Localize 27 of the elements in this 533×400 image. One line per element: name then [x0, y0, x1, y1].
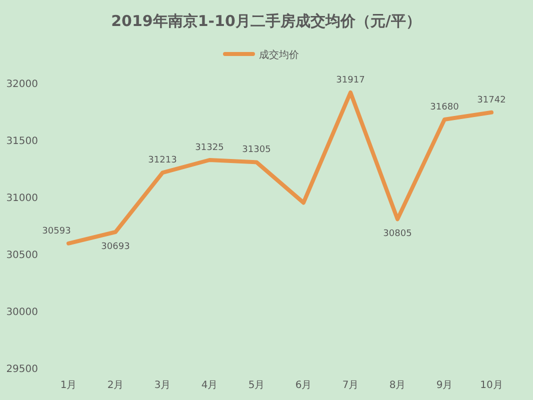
data-label: 31325 [195, 142, 224, 153]
x-tick-label: 6月 [295, 380, 312, 391]
y-tick-label: 29500 [6, 364, 38, 375]
data-label: 31917 [336, 75, 365, 86]
y-tick-label: 32000 [6, 79, 38, 90]
x-tick-label: 7月 [342, 380, 359, 391]
data-label: 30805 [383, 229, 412, 240]
x-tick-label: 10月 [480, 380, 503, 391]
data-label: 30693 [101, 242, 130, 252]
x-tick-label: 4月 [201, 380, 218, 391]
x-tick-label: 1月 [60, 380, 77, 391]
y-tick-label: 30500 [6, 250, 38, 261]
y-tick-label: 30000 [6, 307, 38, 318]
data-label: 31680 [430, 102, 460, 112]
data-label: 31213 [148, 156, 177, 166]
x-tick-label: 5月 [248, 380, 265, 391]
data-label: 31742 [477, 95, 506, 106]
data-label: 31305 [242, 145, 271, 156]
x-tick-label: 3月 [154, 380, 171, 391]
legend-label: 成交均价 [259, 49, 299, 61]
x-tick-label: 8月 [389, 380, 406, 391]
y-tick-label: 31000 [6, 193, 38, 204]
x-tick-label: 9月 [436, 380, 453, 391]
x-tick-label: 2月 [107, 380, 124, 391]
data-label: 30593 [42, 226, 71, 236]
chart-title: 2019年南京1-10月二手房成交均价（元/平） [111, 12, 421, 30]
y-tick-label: 31500 [6, 136, 38, 147]
